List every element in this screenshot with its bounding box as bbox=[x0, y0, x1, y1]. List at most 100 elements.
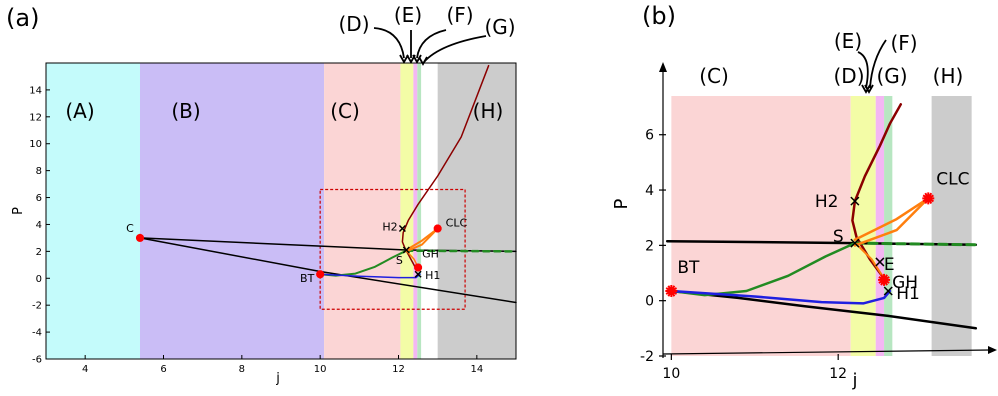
y-tick-label-a-5: 4 bbox=[36, 220, 42, 231]
top-label-a-2: (F) bbox=[446, 3, 473, 27]
series-line-a-5 bbox=[319, 273, 421, 279]
region-a-1 bbox=[140, 63, 325, 359]
point-marker-a-1 bbox=[316, 270, 325, 279]
y-tick-label-a-10: 14 bbox=[29, 85, 42, 96]
region-a-0 bbox=[46, 63, 140, 359]
x-tick-label-a-0: 4 bbox=[82, 364, 88, 375]
region-label-b-3: (G) bbox=[876, 64, 907, 88]
panel-label-a: (a) bbox=[6, 4, 39, 32]
series-line-b-5 bbox=[670, 289, 892, 305]
top-label-b-0: (E) bbox=[834, 29, 862, 53]
region-a-3 bbox=[400, 63, 414, 359]
x-tick-label-a-4: 12 bbox=[392, 364, 405, 375]
x-axis-label-b: j bbox=[851, 370, 857, 391]
region-label-a-0: (A) bbox=[65, 99, 94, 123]
point-label-a-2: H2 bbox=[382, 220, 397, 233]
x-axis-arrow bbox=[988, 346, 997, 354]
annotation-arrow-a-2 bbox=[416, 29, 447, 59]
y-tick-label-b-1: 0 bbox=[645, 294, 654, 310]
region-label-b-1: (D) bbox=[833, 64, 864, 88]
series-line-b-6 bbox=[853, 197, 930, 242]
annotation-arrow-b-0 bbox=[857, 51, 869, 89]
point-marker-b-4 bbox=[875, 257, 885, 267]
y-tick-label-a-3: 0 bbox=[36, 274, 42, 285]
annotation-arrow-a-3 bbox=[423, 35, 487, 63]
y-axis-label-b: P bbox=[611, 198, 632, 209]
y-tick-label-b-3: 4 bbox=[645, 183, 654, 199]
point-label-a-6: H1 bbox=[425, 269, 440, 282]
y-tick-label-a-0: -6 bbox=[32, 355, 42, 366]
y-tick-label-a-8: 10 bbox=[29, 139, 42, 150]
point-marker-a-6 bbox=[414, 270, 422, 278]
region-label-a-2: (C) bbox=[330, 99, 360, 123]
x-axis-line bbox=[662, 349, 991, 355]
x-tick-label-a-5: 14 bbox=[470, 364, 483, 375]
point-label-b-1: H2 bbox=[815, 192, 839, 212]
point-label-a-5: GH bbox=[422, 248, 439, 261]
region-b-3 bbox=[884, 96, 893, 356]
y-axis-arrow bbox=[659, 62, 667, 72]
annotation-arrowhead-b-0 bbox=[861, 84, 871, 94]
y-axis-label-a: P bbox=[11, 207, 26, 215]
point-label-a-1: BT bbox=[300, 272, 315, 285]
top-label-a-3: (G) bbox=[484, 15, 515, 39]
y-tick-label-a-4: 2 bbox=[36, 247, 42, 258]
point-marker-a-5 bbox=[414, 263, 423, 272]
panel-a: (A) (B) (C) (H) 4 6 8 10 12 14 -6 -4 -2 0 2 4 6 8 10 12 14 C B… bbox=[6, 3, 518, 386]
annotation-arrowhead-a-0 bbox=[399, 54, 409, 64]
series-line-b-3 bbox=[670, 241, 857, 297]
top-label-a-0: (D) bbox=[338, 12, 369, 36]
point-marker-b-1 bbox=[850, 196, 860, 206]
region-label-b-0: (C) bbox=[699, 64, 729, 88]
point-label-a-3: S bbox=[396, 254, 403, 267]
x-tick-label-a-3: 10 bbox=[314, 364, 327, 375]
region-label-b-5: (H) bbox=[933, 64, 964, 88]
region-b-5 bbox=[931, 96, 972, 356]
point-marker-a-0 bbox=[136, 233, 144, 242]
x-tick-label-b-1: 12 bbox=[829, 366, 847, 382]
annotation-arrowhead-b-1 bbox=[864, 84, 874, 94]
series-line-b-7 bbox=[853, 197, 930, 247]
region-label-a-1: (B) bbox=[171, 99, 200, 123]
y-tick-label-b-2: 2 bbox=[645, 238, 654, 254]
point-label-b-2: S bbox=[833, 227, 844, 247]
axes-frame bbox=[45, 62, 517, 360]
point-label-b-6: H1 bbox=[896, 284, 920, 304]
zoom-box bbox=[319, 188, 466, 310]
annotation-arrowhead-a-3 bbox=[418, 56, 428, 66]
point-marker-a-3 bbox=[402, 246, 410, 254]
point-label-a-4: CLC bbox=[446, 216, 468, 229]
point-label-b-0: BT bbox=[677, 258, 700, 278]
point-marker-b-3 bbox=[922, 192, 935, 205]
region-a-5 bbox=[417, 63, 422, 359]
point-label-b-4: E bbox=[884, 255, 895, 275]
annotation-arrow-b-1 bbox=[869, 39, 887, 89]
y-tick-label-b-0: -2 bbox=[640, 349, 654, 365]
series-line-a-7 bbox=[405, 227, 439, 253]
y-tick-label-a-6: 6 bbox=[36, 193, 42, 204]
series-line-b-8 bbox=[853, 241, 886, 280]
top-label-a-1: (E) bbox=[394, 3, 422, 27]
y-tick-label-a-9: 12 bbox=[29, 112, 42, 123]
x-tick-label-b-0: 10 bbox=[662, 366, 680, 382]
x-axis-label-a: j bbox=[275, 371, 280, 386]
point-label-b-3: CLC bbox=[936, 169, 969, 189]
series-line-b-4 bbox=[853, 241, 978, 247]
region-a-7 bbox=[437, 63, 516, 359]
point-marker-a-4 bbox=[433, 224, 442, 233]
point-marker-b-2 bbox=[850, 238, 860, 248]
series-line-b-1 bbox=[670, 289, 978, 330]
series-line-a-4 bbox=[405, 249, 518, 253]
y-tick-label-a-1: -4 bbox=[32, 328, 42, 339]
point-label-a-0: C bbox=[126, 222, 134, 235]
y-tick-label-b-4: 6 bbox=[645, 128, 654, 144]
y-tick-label-a-7: 8 bbox=[36, 166, 42, 177]
point-marker-b-5 bbox=[878, 273, 891, 286]
x-tick-label-a-1: 6 bbox=[160, 364, 166, 375]
region-a-6 bbox=[421, 63, 438, 359]
point-label-b-5: GH bbox=[892, 273, 918, 293]
point-marker-b-0 bbox=[665, 285, 678, 297]
x-tick-label-a-2: 8 bbox=[239, 364, 245, 375]
